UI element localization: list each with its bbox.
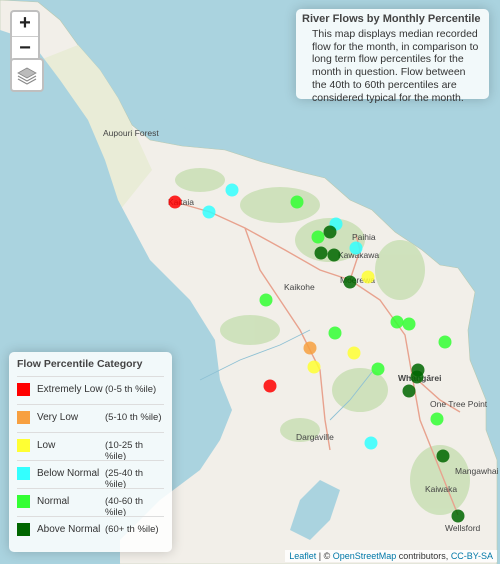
site-marker[interactable] — [168, 195, 182, 209]
info-title: River Flows by Monthly Percentile — [302, 13, 481, 25]
gauge-sites — [168, 183, 465, 523]
legend-row-low: Low (10-25 th %ile) — [17, 432, 164, 462]
legend-swatch — [17, 439, 30, 452]
label-kaikohe: Kaikohe — [284, 282, 315, 292]
site-marker[interactable] — [343, 275, 357, 289]
legend-range: (10-25 th %ile) — [105, 440, 144, 462]
info-panel: River Flows by Monthly Percentile This m… — [296, 9, 489, 104]
rivers — [199, 329, 373, 421]
attribution-contrib: contributors, — [396, 551, 451, 561]
site-marker[interactable] — [303, 341, 317, 355]
label-aupouri: Aupouri Forest — [103, 128, 159, 138]
site-marker[interactable] — [436, 449, 450, 463]
zoom-control: + − — [10, 10, 40, 63]
site-marker[interactable] — [311, 230, 325, 244]
legend-range: (5-10 th %ile) — [105, 412, 162, 423]
layers-button[interactable] — [10, 58, 44, 92]
site-marker[interactable] — [328, 326, 342, 340]
site-marker[interactable] — [402, 384, 416, 398]
zoom-out-button[interactable]: − — [12, 36, 38, 61]
legend-label: Extremely Low — [37, 384, 103, 395]
layers-icon — [17, 67, 37, 85]
site-marker[interactable] — [410, 370, 424, 384]
legend-panel: Flow Percentile Category Extremely Low (… — [9, 352, 172, 552]
site-marker[interactable] — [323, 225, 337, 239]
label-kaiwaka: Kaiwaka — [425, 484, 457, 494]
site-marker[interactable] — [314, 246, 328, 260]
site-marker[interactable] — [349, 241, 363, 255]
forest-areas — [175, 168, 470, 515]
site-marker[interactable] — [290, 195, 304, 209]
legend-swatch — [17, 523, 30, 536]
info-description: This map displays median recorded flow f… — [312, 27, 479, 104]
legend-title: Flow Percentile Category — [17, 358, 143, 370]
legend-label: Normal — [37, 496, 70, 507]
site-marker[interactable] — [307, 360, 321, 374]
site-marker[interactable] — [225, 183, 239, 197]
label-dargaville: Dargaville — [296, 432, 334, 442]
legend-swatch — [17, 495, 30, 508]
site-marker[interactable] — [390, 315, 404, 329]
legend-range: (25-40 th %ile) — [105, 468, 144, 490]
label-one-tree-point: One Tree Point — [430, 399, 488, 409]
license-link[interactable]: CC-BY-SA — [450, 551, 493, 561]
legend-label: Above Normal — [37, 524, 101, 535]
legend-range: (40-60 th %ile) — [105, 496, 144, 518]
legend-swatch — [17, 411, 30, 424]
site-marker[interactable] — [364, 436, 378, 450]
legend-swatch — [17, 383, 30, 396]
site-marker[interactable] — [263, 379, 277, 393]
legend-row-above-normal: Above Normal (60+ th %ile) — [17, 516, 164, 544]
label-moerewa: Moerewa — [340, 275, 375, 285]
attribution: Leaflet | © OpenStreetMap contributors, … — [285, 550, 497, 562]
site-marker[interactable] — [438, 335, 452, 349]
legend-row-very-low: Very Low (5-10 th %ile) — [17, 404, 164, 432]
site-marker[interactable] — [402, 317, 416, 331]
attribution-sep: | © — [316, 551, 333, 561]
legend-row-extremely-low: Extremely Low (0-5 th %ile) — [17, 376, 164, 404]
label-mangawhai: Mangawhai Heads — [455, 466, 500, 476]
label-wellsford: Wellsford — [445, 523, 481, 533]
site-marker[interactable] — [430, 412, 444, 426]
site-marker[interactable] — [451, 509, 465, 523]
site-marker[interactable] — [361, 270, 375, 284]
legend-row-normal: Normal (40-60 th %ile) — [17, 488, 164, 518]
site-marker[interactable] — [347, 346, 361, 360]
site-marker[interactable] — [327, 248, 341, 262]
osm-link[interactable]: OpenStreetMap — [332, 551, 397, 561]
legend-range: (60+ th %ile) — [105, 524, 159, 535]
legend-label: Below Normal — [37, 468, 100, 479]
label-kawakawa: Kawakawa — [338, 250, 379, 260]
legend-label: Low — [37, 440, 56, 451]
site-marker[interactable] — [371, 362, 385, 376]
legend-range: (0-5 th %ile) — [105, 384, 157, 395]
zoom-in-button[interactable]: + — [19, 12, 31, 34]
harbour-kaipara — [290, 480, 340, 540]
legend-swatch — [17, 467, 30, 480]
label-paihia: Paihia — [352, 232, 376, 242]
site-marker[interactable] — [259, 293, 273, 307]
leaflet-link[interactable]: Leaflet — [289, 551, 317, 561]
legend-label: Very Low — [37, 412, 79, 423]
legend-row-below-normal: Below Normal (25-40 th %ile) — [17, 460, 164, 490]
site-marker[interactable] — [202, 205, 216, 219]
